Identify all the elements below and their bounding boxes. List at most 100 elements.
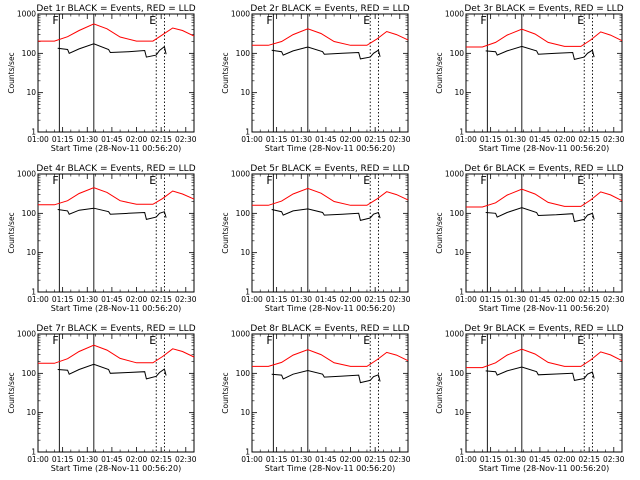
marker-label: F xyxy=(480,14,486,27)
y-axis-title: Counts/sec xyxy=(435,212,444,253)
plot-frame xyxy=(37,333,195,453)
x-tick-label: 01:15 xyxy=(266,135,288,144)
y-tick-label: 1000 xyxy=(445,330,464,339)
y-tick-label: 1 xyxy=(245,128,250,137)
y-axis-title: Counts/sec xyxy=(221,52,230,93)
chart-panel-5: Det 5r BLACK = Events, RED = LLD 1 10 100 10… xyxy=(221,164,411,313)
series-lld-line xyxy=(38,187,195,206)
chart-panel-6: Det 6r BLACK = Events, RED = LLD 1 10 100 10… xyxy=(435,164,625,313)
y-axis-title: Counts/sec xyxy=(221,212,230,253)
series-lld-line xyxy=(252,28,409,46)
x-tick-label: 02:00 xyxy=(126,295,148,304)
x-tick-label: 02:00 xyxy=(340,455,362,464)
x-tick-label: 02:15 xyxy=(150,295,172,304)
y-tick-label: 100 xyxy=(22,209,37,218)
series-lld-line xyxy=(466,348,623,369)
series-lld-line xyxy=(38,23,195,42)
chart-panel-3: Det 3r BLACK = Events, RED = LLD 1 10 100 10… xyxy=(435,4,625,153)
panel-title: Det 4r BLACK = Events, RED = LLD xyxy=(36,164,195,174)
x-axis-title: Start Time (28-Nov-11 00:56:20) xyxy=(51,464,181,473)
marker-label: F xyxy=(266,14,272,27)
x-tick-label: 01:00 xyxy=(241,295,263,304)
y-tick-label: 1000 xyxy=(445,10,464,19)
series-events-line xyxy=(271,208,381,222)
x-tick-label: 02:30 xyxy=(175,455,197,464)
x-tick-label: 02:00 xyxy=(126,135,148,144)
x-tick-label: 01:15 xyxy=(266,295,288,304)
plot-frame xyxy=(465,333,623,453)
y-tick-label: 10 xyxy=(26,248,36,257)
series-events-line xyxy=(271,369,381,384)
y-axis-title: Counts/sec xyxy=(435,372,444,413)
y-tick-label: 1000 xyxy=(231,330,250,339)
x-tick-label: 02:30 xyxy=(389,295,411,304)
x-tick-label: 01:45 xyxy=(315,135,337,144)
x-tick-label: 02:00 xyxy=(554,455,576,464)
plot-frame xyxy=(37,13,195,133)
y-tick-label: 1000 xyxy=(231,170,250,179)
x-tick-label: 02:15 xyxy=(364,135,386,144)
x-tick-label: 01:00 xyxy=(241,135,263,144)
x-tick-label: 01:45 xyxy=(529,135,551,144)
x-axis-title: Start Time (28-Nov-11 00:56:20) xyxy=(265,464,395,473)
x-tick-label: 02:15 xyxy=(150,135,172,144)
marker-label: E xyxy=(363,174,370,187)
x-tick-label: 01:30 xyxy=(504,135,526,144)
panel-title: Det 1r BLACK = Events, RED = LLD xyxy=(36,4,195,14)
x-axis-title: Start Time (28-Nov-11 00:56:20) xyxy=(479,304,609,313)
x-tick-label: 01:15 xyxy=(52,135,74,144)
panel-title: Det 6r BLACK = Events, RED = LLD xyxy=(464,164,623,174)
x-tick-label: 01:00 xyxy=(27,135,49,144)
chart-panel-4: Det 4r BLACK = Events, RED = LLD 1 10 100 10… xyxy=(7,164,197,313)
y-tick-label: 10 xyxy=(26,88,36,97)
x-tick-label: 02:30 xyxy=(389,455,411,464)
x-tick-label: 01:00 xyxy=(455,135,477,144)
x-tick-label: 02:00 xyxy=(554,135,576,144)
x-tick-label: 02:00 xyxy=(340,135,362,144)
x-axis-title: Start Time (28-Nov-11 00:56:20) xyxy=(51,304,181,313)
y-tick-label: 100 xyxy=(22,49,37,58)
x-tick-label: 01:15 xyxy=(480,135,502,144)
y-axis-title: Counts/sec xyxy=(221,372,230,413)
x-tick-label: 01:45 xyxy=(529,455,551,464)
y-tick-label: 1 xyxy=(31,128,36,137)
series-events-line xyxy=(485,45,595,60)
panel-title: Det 2r BLACK = Events, RED = LLD xyxy=(250,4,409,14)
series-events-line xyxy=(271,46,381,60)
plot-frame xyxy=(251,333,409,453)
x-tick-label: 01:45 xyxy=(529,295,551,304)
series-lld-line xyxy=(38,344,195,364)
chart-panel-9: Det 9r BLACK = Events, RED = LLD 1 10 100 10… xyxy=(435,324,625,473)
series-events-line xyxy=(485,366,595,381)
marker-label: F xyxy=(52,174,58,187)
plot-frame xyxy=(37,173,195,293)
y-axis-title: Counts/sec xyxy=(7,372,16,413)
y-tick-label: 1 xyxy=(459,128,464,137)
chart-panel-8: Det 8r BLACK = Events, RED = LLD 1 10 100 10… xyxy=(221,324,411,473)
x-tick-label: 02:30 xyxy=(389,135,411,144)
y-tick-label: 100 xyxy=(450,369,465,378)
x-axis-title: Start Time (28-Nov-11 00:56:20) xyxy=(265,304,395,313)
y-tick-label: 1 xyxy=(459,448,464,457)
x-tick-label: 01:15 xyxy=(52,455,74,464)
x-tick-label: 01:00 xyxy=(27,455,49,464)
y-tick-label: 1000 xyxy=(445,170,464,179)
x-tick-label: 01:30 xyxy=(504,455,526,464)
y-tick-label: 1 xyxy=(245,448,250,457)
x-tick-label: 02:00 xyxy=(340,295,362,304)
x-tick-label: 01:00 xyxy=(241,455,263,464)
series-events-line xyxy=(57,43,167,58)
y-tick-label: 1000 xyxy=(231,10,250,19)
y-tick-label: 10 xyxy=(26,408,36,417)
y-tick-label: 1000 xyxy=(17,330,36,339)
panel-title: Det 9r BLACK = Events, RED = LLD xyxy=(464,324,623,334)
marker-label: F xyxy=(52,334,58,347)
y-tick-label: 1 xyxy=(459,288,464,297)
y-axis-title: Counts/sec xyxy=(435,52,444,93)
x-tick-label: 02:30 xyxy=(175,135,197,144)
marker-label: E xyxy=(363,14,370,27)
marker-label: F xyxy=(266,174,272,187)
y-axis-title: Counts/sec xyxy=(7,52,16,93)
chart-panel-1: Det 1r BLACK = Events, RED = LLD 1 10 100 10… xyxy=(7,4,197,153)
